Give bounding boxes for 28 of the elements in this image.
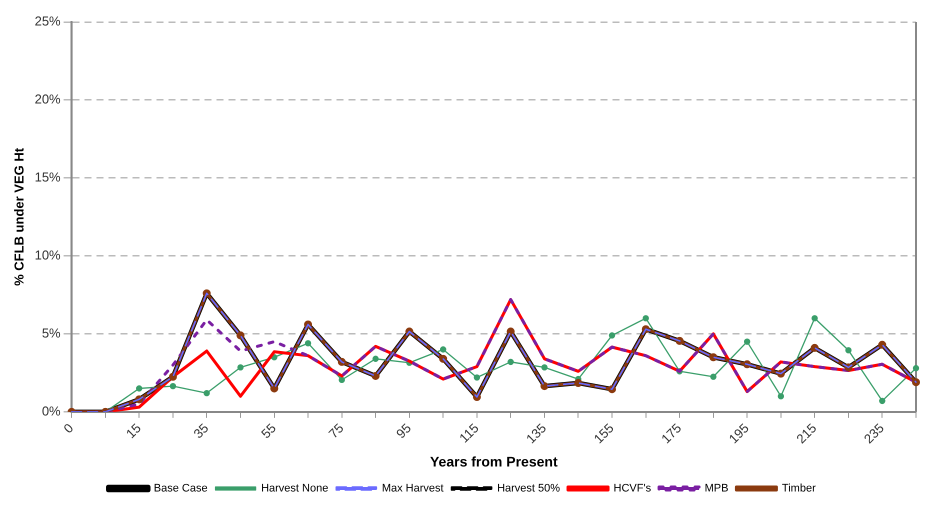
x-tick-label: 15 (122, 420, 144, 442)
x-tick-label: 75 (326, 420, 346, 442)
legend-label: Harvest None (261, 482, 328, 495)
y-tick-label: 25% (34, 14, 62, 29)
legend-label: HCVF's (614, 482, 652, 495)
x-tick-label: 195 (726, 420, 752, 446)
legend-label: Base Case (154, 482, 208, 495)
x-tick-label: 35 (190, 420, 212, 442)
x-tick-label: 0 (60, 420, 76, 436)
legend-label: Harvest 50% (497, 482, 560, 495)
legend-label: MPB (704, 482, 728, 495)
x-tick-label: 215 (793, 420, 820, 446)
x-axis-title: Years from Present (430, 453, 558, 470)
y-tick-label: 5% (42, 325, 62, 340)
y-tick-label: 0% (42, 403, 62, 418)
x-tick-label: 175 (658, 420, 684, 446)
x-tick-label: 55 (258, 420, 279, 442)
y-axis-title: % CFLB under VEG Ht (11, 147, 26, 286)
x-tick-label: 135 (523, 420, 550, 446)
x-tick-label: 95 (393, 420, 414, 442)
x-tick-label: 235 (860, 420, 887, 446)
y-tick-label: 15% (34, 170, 62, 185)
legend-label: Timber (782, 482, 816, 495)
legend-label: Max Harvest (382, 482, 444, 495)
y-tick-label: 20% (34, 92, 62, 107)
x-tick-label: 155 (590, 420, 617, 446)
y-tick-label: 10% (34, 247, 62, 262)
x-tick-label: 115 (456, 420, 482, 446)
